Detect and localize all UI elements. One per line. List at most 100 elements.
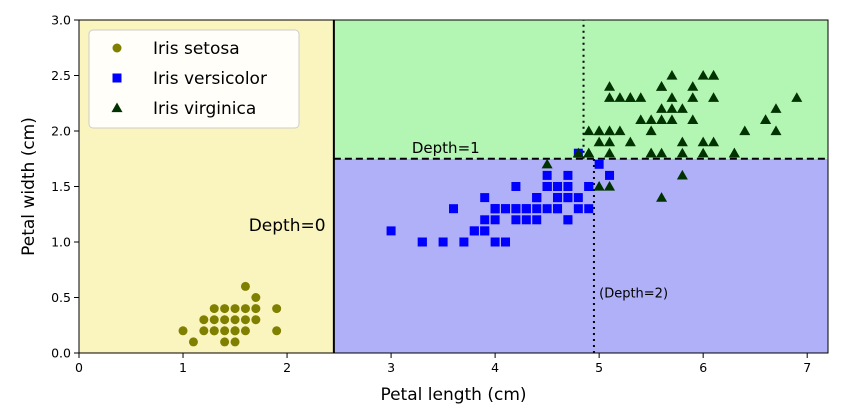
point-iris-versicolor [532,215,542,225]
point-iris-virginica [676,169,688,180]
point-iris-virginica [604,92,616,102]
point-iris-versicolor [459,237,469,247]
point-iris-virginica [635,92,647,102]
point-iris-versicolor [542,170,552,180]
point-iris-versicolor [584,204,594,214]
x-tick-label: 7 [803,360,811,375]
point-iris-versicolor [511,215,521,225]
point-iris-setosa [251,304,261,314]
point-iris-setosa [240,326,250,336]
point-iris-versicolor [563,193,573,203]
point-iris-setosa [220,326,230,336]
point-iris-setosa [230,315,240,325]
point-iris-virginica [593,136,605,147]
legend-box [88,29,300,129]
point-iris-versicolor [490,215,500,225]
point-iris-versicolor [542,204,552,214]
point-iris-versicolor [480,193,490,203]
annotations: Depth=0 Depth=1 (Depth=2) [249,139,668,301]
point-iris-versicolor [438,237,448,247]
y-axis-ticks: 0.0 0.5 1.0 1.5 2.0 2.5 3.0 [51,13,79,361]
point-iris-virginica [541,158,553,169]
x-tick-label: 2 [283,360,291,375]
point-iris-versicolor [563,170,573,180]
point-iris-versicolor [480,226,490,236]
point-iris-virginica [645,114,657,125]
point-iris-setosa [199,315,209,325]
point-iris-setosa [220,304,230,314]
point-iris-setosa [209,315,219,325]
point-iris-setosa [230,304,240,314]
point-iris-setosa [209,326,219,336]
point-iris-virginica [697,147,709,158]
point-iris-virginica [624,136,636,147]
point-iris-virginica [666,70,678,80]
point-iris-virginica [728,147,740,158]
x-tick-label: 0 [75,360,83,375]
x-axis-ticks: 0 1 2 3 4 5 6 7 [75,353,811,375]
decision-boundaries [332,20,828,353]
x-tick-label: 1 [179,360,187,375]
point-iris-setosa [240,304,250,314]
x-tick-label: 6 [699,360,707,375]
point-iris-versicolor [532,204,542,214]
point-iris-virginica [676,147,688,158]
point-iris-virginica [593,125,605,136]
point-iris-setosa [272,326,282,336]
y-tick-label: 0.5 [51,290,71,305]
point-iris-setosa [188,337,198,347]
point-iris-versicolor [386,226,396,236]
legend-label-iris-virginica: Iris virginica [153,99,256,119]
point-iris-versicolor [511,204,521,214]
legend-marker-iris-setosa [112,43,122,53]
decision-region-2 [333,20,828,159]
point-iris-virginica [645,147,657,158]
point-iris-virginica [770,103,782,113]
point-iris-virginica [614,92,626,102]
legend-label-iris-setosa: Iris setosa [153,39,240,59]
y-tick-label: 2.5 [51,68,71,83]
y-axis-label: Petal width (cm) [19,117,39,256]
decision-region-1 [333,158,828,353]
point-iris-versicolor [605,170,615,180]
point-iris-versicolor [553,182,563,191]
legend: Iris setosa Iris versicolor Iris virginica [88,29,300,129]
point-iris-versicolor [553,204,563,214]
point-iris-virginica [656,192,668,202]
point-iris-virginica [593,181,605,191]
point-iris-virginica [666,92,678,102]
point-iris-virginica [676,136,688,147]
annotation-label: Depth=1 [412,139,480,157]
point-iris-virginica [656,103,668,113]
point-iris-virginica [604,181,616,191]
x-tick-label: 3 [387,360,395,375]
point-iris-virginica [697,70,709,80]
point-iris-setosa [178,326,188,336]
point-iris-virginica [624,92,636,102]
data-points [178,70,803,347]
point-iris-versicolor [532,193,542,203]
legend-marker-iris-virginica [111,102,123,113]
point-iris-virginica [687,114,699,125]
point-iris-virginica [583,125,595,136]
point-iris-virginica [583,147,595,158]
point-iris-versicolor [573,204,583,214]
point-iris-virginica [708,70,720,80]
point-iris-virginica [739,125,751,136]
point-iris-versicolor [563,182,573,191]
point-iris-virginica [604,81,616,91]
point-iris-virginica [656,114,668,125]
legend-label-iris-versicolor: Iris versicolor [153,69,267,89]
point-iris-virginica [635,114,647,125]
point-iris-versicolor [573,193,583,203]
annotation-label: (Depth=2) [599,287,668,302]
point-iris-setosa [251,293,261,302]
point-iris-virginica [645,125,657,136]
point-iris-versicolor [542,182,552,191]
x-tick-label: 5 [595,360,603,375]
point-iris-virginica [604,147,616,158]
point-iris-virginica [770,125,782,136]
point-iris-versicolor [417,237,427,247]
annotation-label: Depth=0 [249,216,326,236]
point-iris-virginica [708,92,720,102]
